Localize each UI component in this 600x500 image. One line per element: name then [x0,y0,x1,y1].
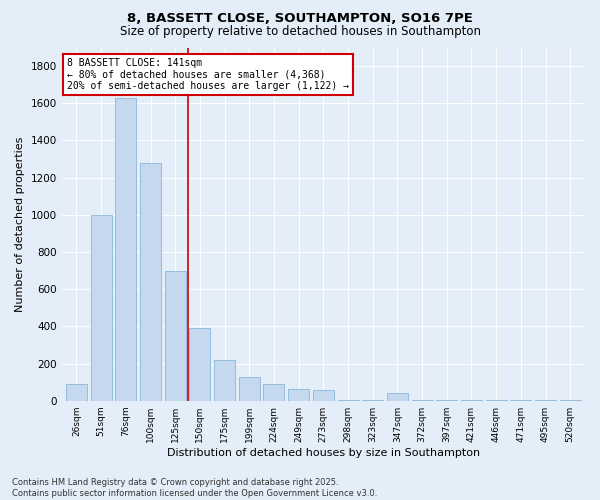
Bar [140,163,161,400]
Y-axis label: Number of detached properties: Number of detached properties [15,136,25,312]
Bar [115,98,136,401]
Bar [263,384,284,400]
Bar [91,215,112,400]
Bar [288,388,309,400]
Text: 8 BASSETT CLOSE: 141sqm
← 80% of detached houses are smaller (4,368)
20% of semi: 8 BASSETT CLOSE: 141sqm ← 80% of detache… [67,58,349,92]
X-axis label: Distribution of detached houses by size in Southampton: Distribution of detached houses by size … [167,448,480,458]
Bar [214,360,235,401]
Text: Contains HM Land Registry data © Crown copyright and database right 2025.
Contai: Contains HM Land Registry data © Crown c… [12,478,377,498]
Bar [239,376,260,400]
Bar [66,384,87,400]
Bar [387,394,408,400]
Text: 8, BASSETT CLOSE, SOUTHAMPTON, SO16 7PE: 8, BASSETT CLOSE, SOUTHAMPTON, SO16 7PE [127,12,473,26]
Bar [165,270,186,400]
Text: Size of property relative to detached houses in Southampton: Size of property relative to detached ho… [119,25,481,38]
Bar [313,390,334,400]
Bar [190,328,211,400]
